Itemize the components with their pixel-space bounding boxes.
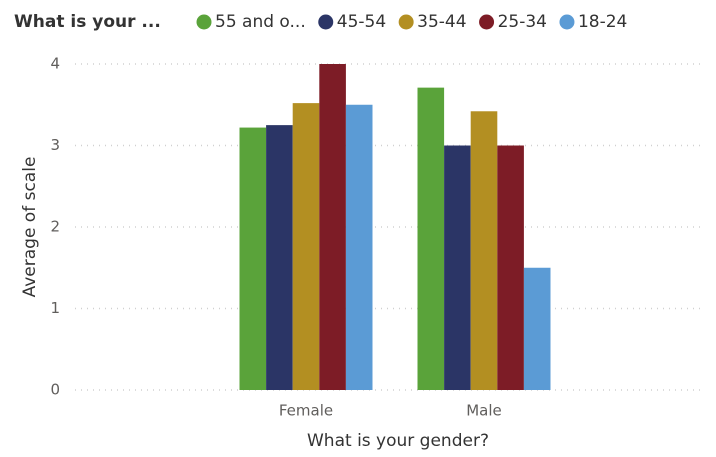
- bar: [444, 145, 471, 390]
- bar: [523, 267, 551, 390]
- legend-label: 35-44: [417, 12, 466, 32]
- y-tick-label: 1: [50, 299, 60, 317]
- legend-label: 55 and o...: [215, 12, 306, 32]
- x-axis-title: What is your gender?: [307, 431, 489, 451]
- bar: [417, 87, 445, 390]
- legend-label: 18-24: [578, 12, 627, 32]
- legend-marker: [479, 14, 495, 30]
- legend-label: 25-34: [498, 12, 547, 32]
- bar: [239, 127, 267, 390]
- legend-marker: [196, 14, 212, 30]
- legend-marker: [559, 14, 575, 30]
- bar: [292, 103, 320, 391]
- x-tick-label: Female: [279, 402, 333, 420]
- y-tick-label: 4: [50, 55, 60, 73]
- legend-label: 45-54: [337, 12, 386, 32]
- y-tick-label: 3: [50, 136, 60, 154]
- bar: [266, 125, 293, 390]
- bar: [319, 64, 346, 390]
- y-tick-label: 2: [50, 218, 60, 236]
- legend-marker: [398, 14, 414, 30]
- y-axis-title: Average of scale: [20, 157, 40, 298]
- bar: [470, 111, 498, 391]
- legend-marker: [318, 14, 334, 30]
- bar: [497, 145, 524, 390]
- y-tick-label: 0: [50, 381, 60, 399]
- bar: [345, 104, 373, 390]
- x-tick-label: Male: [466, 402, 502, 420]
- legend-title: What is your ...: [14, 12, 161, 32]
